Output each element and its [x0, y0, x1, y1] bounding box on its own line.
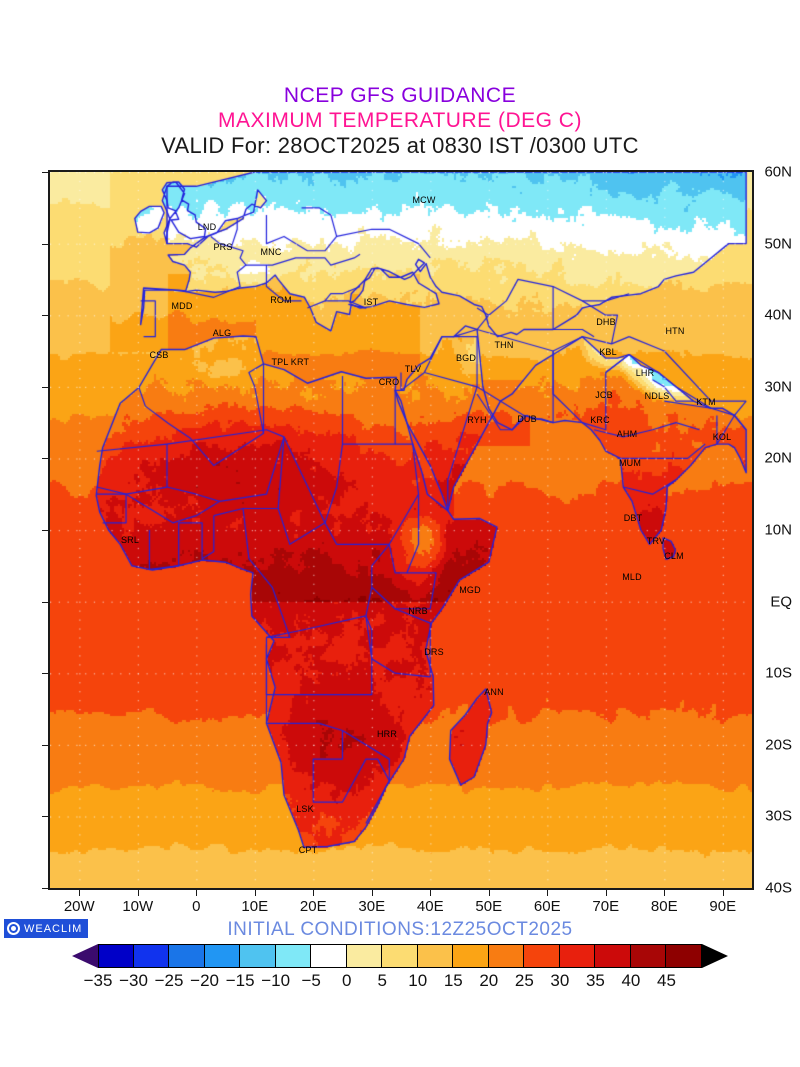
colorbar-tick-label: 0 — [341, 971, 352, 990]
colorbar-swatch — [595, 944, 631, 968]
colorbar-tick-label: −5 — [301, 971, 321, 990]
title-model-name: NCEP GFS GUIDANCE — [283, 84, 517, 107]
latitude-tick-mark — [42, 673, 48, 675]
colorbar-over-arrow-icon — [702, 944, 728, 968]
colorbar-tick-label: 40 — [621, 971, 641, 990]
latitude-tick-label: 10S — [765, 664, 792, 682]
longitude-tick-label: 70E — [592, 898, 620, 915]
colorbar-tick-label: 20 — [479, 971, 499, 990]
latitude-tick-label: 20S — [765, 736, 792, 754]
colorbar-swatch — [417, 944, 454, 968]
colorbar-tick-label: 10 — [408, 971, 428, 990]
longitude-tick-mark — [137, 890, 139, 896]
longitude-tick-label: 50E — [475, 898, 503, 915]
longitude-tick-label: 60E — [533, 898, 561, 915]
colorbar-tick-label: −25 — [154, 971, 184, 990]
longitude-tick-label: 80E — [650, 898, 678, 915]
colorbar-swatch — [630, 944, 667, 968]
longitude-tick-mark — [254, 890, 256, 896]
colorbar-swatch — [240, 944, 276, 968]
colorbar-tick-label: −15 — [225, 971, 255, 990]
colorbar-swatch — [666, 944, 702, 968]
longitude-tick-mark — [547, 890, 549, 896]
title-valid-time: VALID For: 28OCT2025 at 0830 IST /0300 U… — [161, 133, 639, 158]
longitude-tick-label: 30E — [358, 898, 386, 915]
colorbar-tick-label: 5 — [377, 971, 387, 990]
latitude-tick-mark — [42, 530, 48, 531]
colorbar-swatch — [275, 944, 312, 968]
latitude-tick-mark — [42, 888, 48, 889]
map-plot-area: MCW LND PRS MNC ROM IST MDD ALG CSB TPL KRT TLV CRO B… — [48, 170, 754, 890]
latitude-tick-mark — [42, 458, 48, 460]
colorbar-swatch — [169, 944, 205, 968]
longitude-tick-label: 0 — [192, 898, 201, 915]
colorbar-swatch — [98, 944, 134, 968]
colorbar-swatch — [559, 944, 596, 968]
longitude-tick-mark — [196, 890, 198, 896]
colorbar-swatch — [311, 944, 347, 968]
colorbar-swatch — [524, 944, 560, 968]
longitude-tick-label: 20W — [63, 898, 95, 915]
colorbar-swatch — [204, 944, 241, 968]
longitude-tick-mark — [371, 890, 373, 896]
colorbar-tick-label: 45 — [657, 971, 676, 990]
latitude-tick-label: 40S — [765, 879, 792, 897]
latitude-tick-mark — [42, 601, 48, 603]
colorbar-tick-label: 35 — [585, 971, 605, 990]
latitude-tick-mark — [42, 744, 48, 746]
colorbar-tick-label: 30 — [550, 971, 570, 990]
colorbar-tick-label: −10 — [261, 971, 291, 990]
longitude-tick-mark — [722, 890, 724, 896]
colorbar-tick-label: −35 — [83, 971, 113, 990]
temperature-heatmap-canvas — [50, 172, 752, 888]
colorbar-swatch — [133, 944, 170, 968]
longitude-tick-label: 10E — [241, 898, 269, 915]
longitude-tick-mark — [664, 890, 666, 896]
latitude-tick-label: 50N — [764, 235, 792, 253]
colorbar-cells — [98, 944, 702, 968]
latitude-tick-mark — [42, 243, 48, 245]
longitude-tick-mark — [605, 890, 607, 896]
latitude-tick-label: 40N — [764, 306, 792, 324]
latitude-tick-mark — [42, 315, 48, 317]
colorbar-under-arrow-icon — [72, 944, 98, 968]
colorbar-tick-label: 15 — [443, 971, 463, 990]
colorbar-tick-label: −30 — [119, 971, 148, 990]
latitude-tick-label: 30N — [764, 378, 792, 396]
latitude-tick-mark — [42, 172, 48, 173]
latitude-tick-label: 60N — [764, 163, 792, 181]
colorbar: −35 −30 −25 −20 −15 −10 −5 0 5 10 15 20 25 30 35 40 45 — [0, 944, 800, 994]
latitude-tick-label: EQ — [770, 593, 792, 611]
colorbar-swatch — [346, 944, 383, 968]
latitude-tick-mark — [42, 386, 48, 388]
initial-conditions-text: INITIAL CONDITIONS:12Z25OCT2025 — [227, 919, 573, 940]
weaclim-circle-icon — [7, 922, 20, 935]
weaclim-logo-text: WEACLIM — [24, 922, 83, 935]
longitude-tick-mark — [79, 890, 81, 896]
chart-title-block: NCEP GFS GUIDANCE MAXIMUM TEMPERATURE (D… — [0, 84, 800, 159]
longitude-tick-label: 10W — [122, 898, 154, 915]
longitude-tick-label: 90E — [709, 898, 737, 915]
colorbar-swatch — [453, 944, 489, 968]
latitude-tick-label: 30S — [765, 807, 792, 825]
latitude-tick-label: 20N — [764, 449, 792, 467]
colorbar-swatch — [382, 944, 418, 968]
longitude-tick-mark — [313, 890, 315, 896]
longitude-tick-label: 40E — [416, 898, 444, 915]
longitude-tick-label: 20E — [299, 898, 327, 915]
latitude-tick-label: 10N — [764, 521, 792, 539]
longitude-tick-mark — [488, 890, 490, 896]
title-variable-name: MAXIMUM TEMPERATURE (DEG C) — [218, 109, 582, 132]
colorbar-tick-label: −20 — [190, 971, 219, 990]
colorbar-swatch — [488, 944, 525, 968]
weaclim-logo: WEACLIM — [4, 919, 89, 938]
longitude-tick-mark — [430, 890, 432, 896]
latitude-tick-mark — [42, 816, 48, 818]
colorbar-tick-label: 25 — [514, 971, 534, 990]
